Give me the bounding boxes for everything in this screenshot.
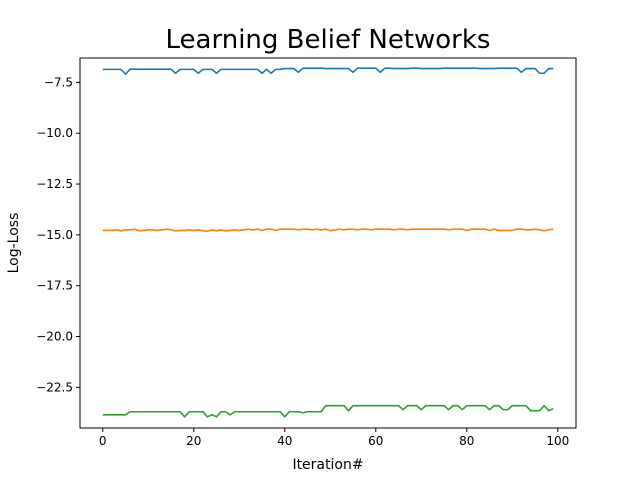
x-tick-label-3: 60: [368, 434, 383, 448]
y-tick-label-6: −7.5: [44, 75, 73, 89]
x-tick-label-0: 0: [99, 434, 107, 448]
series-line-2: [102, 404, 554, 418]
y-tick-label-0: −22.5: [36, 380, 73, 394]
plot-frame: [79, 57, 577, 429]
y-tick-label-4: −12.5: [36, 177, 73, 191]
chart-title: Learning Belief Networks: [166, 25, 491, 55]
x-tick-label-1: 20: [186, 434, 201, 448]
x-tick-label-5: 100: [546, 434, 569, 448]
y-tick-label-5: −10.0: [36, 126, 73, 140]
x-tick-label-2: 40: [277, 434, 292, 448]
series-layer: [102, 67, 554, 418]
series-line-0: [102, 67, 554, 76]
y-tick-label-1: −20.0: [36, 330, 73, 344]
y-tick-label-3: −15.0: [36, 228, 73, 242]
x-tick-label-4: 80: [459, 434, 474, 448]
y-axis-label: Log-Loss: [6, 213, 22, 274]
series-line-1: [102, 228, 554, 233]
x-axis-label: Iteration#: [292, 457, 363, 473]
y-tick-label-2: −17.5: [36, 279, 73, 293]
ticks-layer: 0 20 40 60 80 100 −22.5 −20.0 −17.5 −15.0 −12.5 −10…: [36, 75, 569, 448]
